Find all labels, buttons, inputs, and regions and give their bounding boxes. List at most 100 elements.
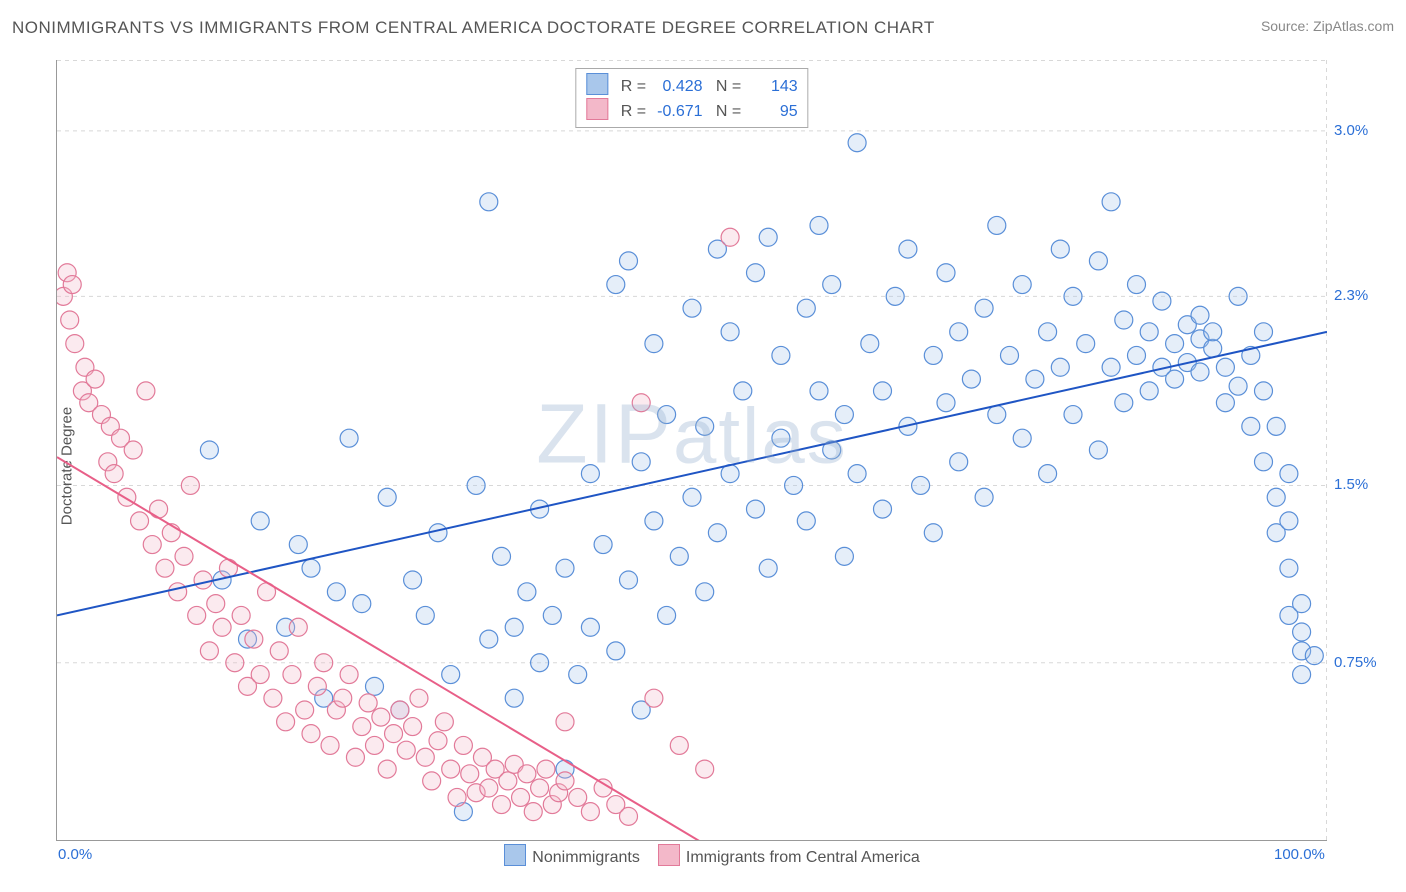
nonimmigrants-point (1102, 358, 1120, 376)
nonimmigrants-point (886, 287, 904, 305)
nonimmigrants-point (772, 429, 790, 447)
immigrants-point (353, 718, 371, 736)
immigrants-point (721, 228, 739, 246)
nonimmigrants-point (810, 382, 828, 400)
nonimmigrants-point (937, 264, 955, 282)
immigrants-point (531, 779, 549, 797)
immigrants-point (696, 760, 714, 778)
series-legend: NonimmigrantsImmigrants from Central Ame… (12, 844, 1394, 867)
nonimmigrants-point (1140, 382, 1158, 400)
nonimmigrants-point (1115, 311, 1133, 329)
nonimmigrants-point (1039, 323, 1057, 341)
correlation-legend: R = 0.428 N = 143 R = -0.671 N = 95 (575, 68, 808, 128)
nonimmigrants-point (848, 134, 866, 152)
nonimmigrants-point (975, 299, 993, 317)
immigrants-point (175, 547, 193, 565)
immigrants-point (670, 736, 688, 754)
nonimmigrants-point (658, 406, 676, 424)
nonimmigrants-point (1051, 358, 1069, 376)
nonimmigrants-point (493, 547, 511, 565)
nonimmigrants-point (1255, 382, 1273, 400)
immigrants-point (435, 713, 453, 731)
nonimmigrants-point (721, 323, 739, 341)
immigrants-point (150, 500, 168, 518)
immigrants-point (378, 760, 396, 778)
nonimmigrants-point (1280, 512, 1298, 530)
immigrants-point (461, 765, 479, 783)
nonimmigrants-point (1229, 377, 1247, 395)
legend-label: Immigrants from Central America (686, 849, 920, 866)
immigrants-point (61, 311, 79, 329)
nonimmigrants-point (1255, 323, 1273, 341)
nonimmigrants-point (302, 559, 320, 577)
nonimmigrants-point (404, 571, 422, 589)
nonimmigrants-point (1229, 287, 1247, 305)
nonimmigrants-point (416, 606, 434, 624)
nonimmigrants-point (785, 476, 803, 494)
nonimmigrants-point (1026, 370, 1044, 388)
nonimmigrants-point (581, 465, 599, 483)
nonimmigrants-point (1128, 346, 1146, 364)
immigrants-point (556, 772, 574, 790)
nonimmigrants-point (1204, 323, 1222, 341)
nonimmigrants-point (645, 512, 663, 530)
nonimmigrants-point (708, 524, 726, 542)
nonimmigrants-point (1293, 623, 1311, 641)
immigrants-point (454, 736, 472, 754)
nonimmigrants-point (759, 228, 777, 246)
nonimmigrants-point (607, 642, 625, 660)
immigrants-point (442, 760, 460, 778)
immigrants-point (66, 335, 84, 353)
immigrants-point (499, 772, 517, 790)
nonimmigrants-point (1267, 488, 1285, 506)
immigrants-point (448, 788, 466, 806)
source-attribution: Source: ZipAtlas.com (1261, 18, 1394, 34)
nonimmigrants-point (683, 488, 701, 506)
immigrants-point (63, 276, 81, 294)
nonimmigrants-point (874, 382, 892, 400)
nonimmigrants-trendline (57, 332, 1327, 616)
nonimmigrants-point (696, 417, 714, 435)
plot-area: ZIPatlas R = 0.428 N = 143 R = -0.671 N … (56, 60, 1327, 841)
nonimmigrants-point (1280, 559, 1298, 577)
nonimmigrants-point (759, 559, 777, 577)
y-tick-label: 1.5% (1334, 476, 1368, 493)
nonimmigrants-point (747, 500, 765, 518)
nonimmigrants-point (912, 476, 930, 494)
immigrants-point (315, 654, 333, 672)
immigrants-point (181, 476, 199, 494)
immigrants-point (366, 736, 384, 754)
immigrants-point (632, 394, 650, 412)
nonimmigrants-point (518, 583, 536, 601)
nonimmigrants-point (937, 394, 955, 412)
nonimmigrants-point (480, 630, 498, 648)
nonimmigrants-point (620, 252, 638, 270)
immigrants-point (245, 630, 263, 648)
immigrants-point (423, 772, 441, 790)
nonimmigrants-point (505, 689, 523, 707)
immigrants-point (289, 618, 307, 636)
nonimmigrants-point (645, 335, 663, 353)
immigrants-point (404, 718, 422, 736)
r-value: -0.671 (651, 101, 703, 123)
immigrants-point (308, 677, 326, 695)
immigrants-point (556, 713, 574, 731)
nonimmigrants-point (861, 335, 879, 353)
immigrants-point (213, 618, 231, 636)
nonimmigrants-point (1166, 335, 1184, 353)
immigrants-point (372, 708, 390, 726)
nonimmigrants-point (670, 547, 688, 565)
n-value: 143 (746, 76, 798, 98)
nonimmigrants-point (378, 488, 396, 506)
nonimmigrants-point (543, 606, 561, 624)
nonimmigrants-point (772, 346, 790, 364)
nonimmigrants-point (924, 524, 942, 542)
immigrants-point (124, 441, 142, 459)
nonimmigrants-point (658, 606, 676, 624)
nonimmigrants-point (1102, 193, 1120, 211)
nonimmigrants-point (924, 346, 942, 364)
y-tick-label: 0.75% (1334, 654, 1377, 671)
nonimmigrants-point (683, 299, 701, 317)
chart-title: NONIMMIGRANTS VS IMMIGRANTS FROM CENTRAL… (12, 18, 935, 37)
immigrants-point (359, 694, 377, 712)
